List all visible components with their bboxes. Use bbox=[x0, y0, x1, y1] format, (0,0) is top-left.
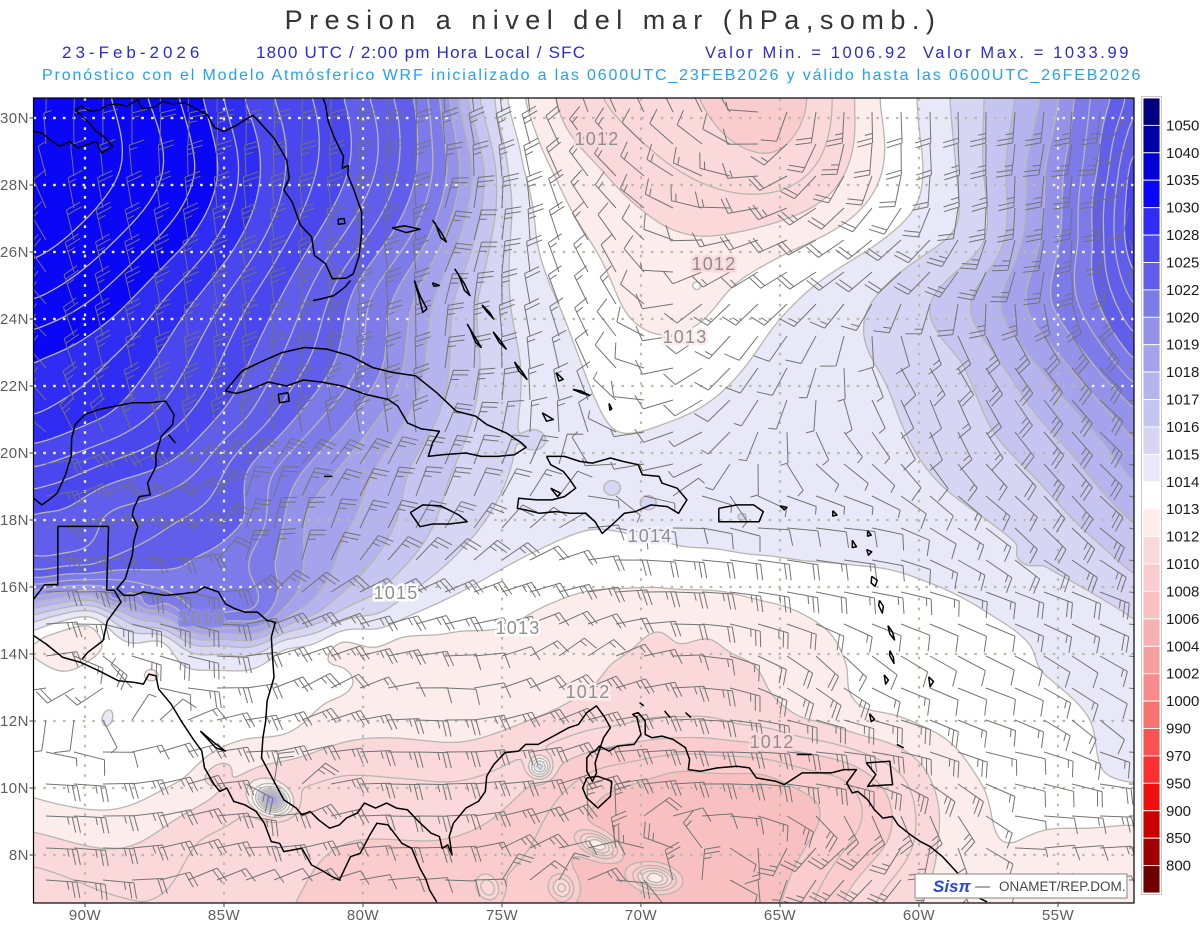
svg-text:14N: 14N bbox=[0, 646, 29, 663]
svg-text:1013: 1013 bbox=[1166, 501, 1199, 518]
svg-text:970: 970 bbox=[1166, 748, 1191, 765]
svg-text:1040: 1040 bbox=[1166, 145, 1199, 162]
svg-text:1022: 1022 bbox=[1166, 282, 1199, 299]
svg-text:1002: 1002 bbox=[1166, 666, 1199, 683]
svg-text:850: 850 bbox=[1166, 830, 1191, 847]
svg-text:60W: 60W bbox=[903, 907, 936, 924]
svg-text:22N: 22N bbox=[0, 378, 29, 395]
svg-text:900: 900 bbox=[1166, 803, 1191, 820]
svg-text:75W: 75W bbox=[486, 907, 519, 924]
svg-text:1012: 1012 bbox=[1166, 529, 1199, 546]
svg-text:1018: 1018 bbox=[1166, 364, 1199, 381]
svg-text:1012: 1012 bbox=[566, 682, 611, 702]
svg-text:1800 UTC / 2:00 pm Hora Local: 1800 UTC / 2:00 pm Hora Local / SFC bbox=[256, 43, 586, 62]
svg-text:23-Feb-2026: 23-Feb-2026 bbox=[62, 43, 203, 62]
svg-text:1019: 1019 bbox=[1166, 337, 1199, 354]
svg-text:1017: 1017 bbox=[1166, 392, 1199, 409]
svg-text:1013: 1013 bbox=[496, 618, 541, 638]
svg-text:Valor Min. = 1006.92 Valor Ma: Valor Min. = 1006.92 Valor Max. = 1033.9… bbox=[705, 44, 1131, 62]
svg-text:ONAMET/REP.DOM.: ONAMET/REP.DOM. bbox=[999, 879, 1126, 894]
svg-text:28N: 28N bbox=[0, 177, 29, 194]
svg-text:990: 990 bbox=[1166, 721, 1191, 738]
svg-text:950: 950 bbox=[1166, 775, 1191, 792]
svg-text:10N: 10N bbox=[0, 780, 29, 797]
svg-text:1012: 1012 bbox=[575, 129, 620, 149]
svg-text:1000: 1000 bbox=[1166, 693, 1199, 710]
svg-text:1015: 1015 bbox=[374, 583, 419, 603]
svg-text:1004: 1004 bbox=[1166, 638, 1199, 655]
svg-text:12N: 12N bbox=[0, 713, 29, 730]
svg-text:—: — bbox=[975, 878, 990, 895]
svg-text:1028: 1028 bbox=[1166, 227, 1199, 244]
svg-text:20N: 20N bbox=[0, 445, 29, 462]
svg-text:Sisπ: Sisπ bbox=[933, 877, 972, 896]
svg-text:1050: 1050 bbox=[1166, 117, 1199, 134]
svg-text:1030: 1030 bbox=[1166, 200, 1199, 217]
svg-text:18N: 18N bbox=[0, 512, 29, 529]
svg-text:1006: 1006 bbox=[1166, 611, 1199, 628]
svg-text:26N: 26N bbox=[0, 244, 29, 261]
svg-text:90W: 90W bbox=[69, 907, 102, 924]
svg-text:Presion a nivel del mar (hPa,s: Presion a nivel del mar (hPa,somb.) bbox=[285, 5, 942, 35]
svg-text:1012: 1012 bbox=[692, 254, 737, 274]
svg-text:1012: 1012 bbox=[750, 732, 795, 752]
svg-text:1010: 1010 bbox=[1166, 556, 1199, 573]
svg-text:24N: 24N bbox=[0, 311, 29, 328]
svg-text:1020: 1020 bbox=[1166, 309, 1199, 326]
svg-text:70W: 70W bbox=[625, 907, 658, 924]
svg-text:16N: 16N bbox=[0, 579, 29, 596]
svg-text:1008: 1008 bbox=[1166, 583, 1199, 600]
svg-text:1015: 1015 bbox=[1166, 446, 1199, 463]
svg-text:1013: 1013 bbox=[663, 327, 708, 347]
svg-text:1019: 1019 bbox=[180, 608, 225, 628]
svg-text:65W: 65W bbox=[764, 907, 797, 924]
svg-text:85W: 85W bbox=[208, 907, 241, 924]
svg-text:1014: 1014 bbox=[628, 526, 673, 546]
svg-text:1025: 1025 bbox=[1166, 255, 1199, 272]
svg-text:55W: 55W bbox=[1042, 907, 1075, 924]
svg-text:30N: 30N bbox=[0, 110, 29, 127]
svg-text:8N: 8N bbox=[9, 847, 29, 864]
svg-text:1035: 1035 bbox=[1166, 172, 1199, 189]
svg-text:80W: 80W bbox=[347, 907, 380, 924]
svg-text:1014: 1014 bbox=[1166, 474, 1199, 491]
svg-text:800: 800 bbox=[1166, 858, 1191, 875]
svg-text:Pronóstico con el Modelo Atmós: Pronóstico con el Modelo Atmósferico WRF… bbox=[42, 67, 1142, 84]
svg-text:1016: 1016 bbox=[1166, 419, 1199, 436]
